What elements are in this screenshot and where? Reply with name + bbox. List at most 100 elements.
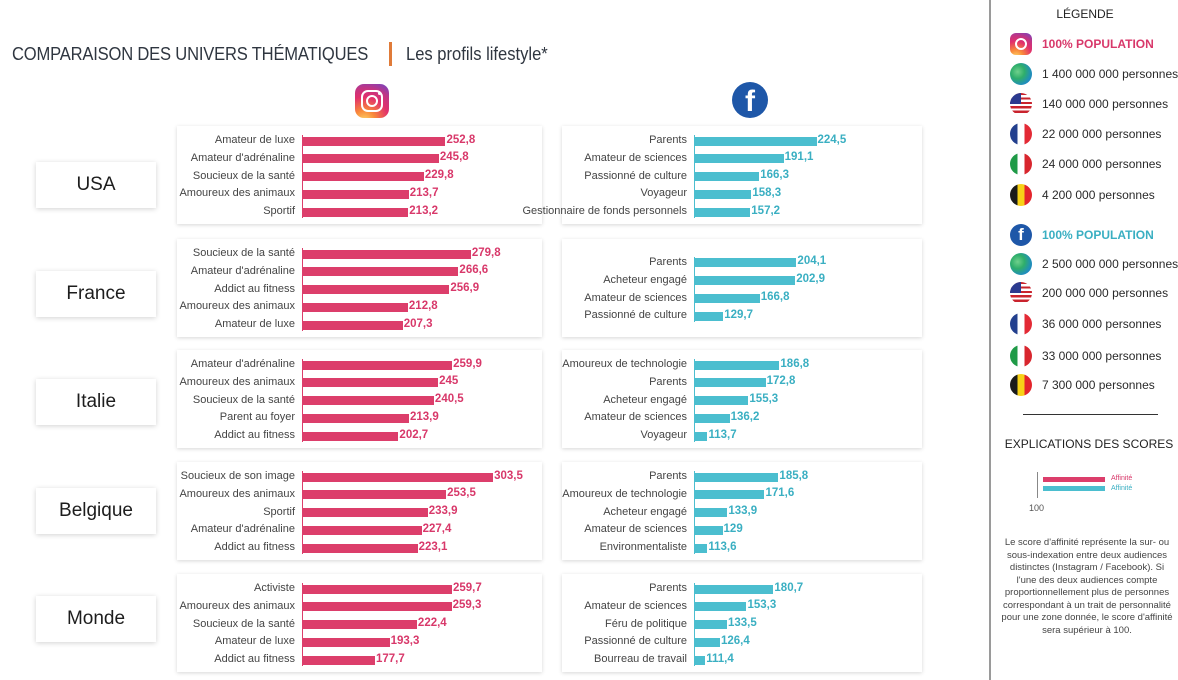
instagram-row-label: Addict au fitness: [214, 429, 295, 442]
facebook-value-label: 166,8: [760, 291, 790, 303]
facebook-bar: [694, 472, 779, 482]
legend-item: 100% POPULATION: [1010, 32, 1154, 56]
facebook-value-label: 133,9: [728, 505, 758, 518]
instagram-row-label: Soucieux de la santé: [192, 247, 295, 259]
facebook-value-label: 166,3: [760, 169, 790, 182]
facebook-value-label: 224,5: [817, 133, 847, 146]
instagram-bar: [302, 525, 422, 535]
facebook-value-label: 113,6: [708, 540, 737, 553]
instagram-bar: [302, 136, 446, 146]
facebook-row-label: Acheteur engagé: [603, 505, 687, 518]
flag-fr-icon: [1010, 123, 1032, 145]
page-title: COMPARAISON DES UNIVERS THÉMATIQUES: [12, 43, 369, 64]
instagram-row-label: Amateur de luxe: [214, 134, 295, 146]
score-label-facebook: Affinité: [1111, 485, 1133, 492]
facebook-row-label: Amateur de sciences: [584, 523, 687, 536]
facebook-row-label: Voyageur: [640, 187, 687, 200]
facebook-baseline: [694, 256, 695, 323]
facebook-row-label: Passionné de culture: [584, 635, 687, 648]
instagram-row-label: Sportif: [263, 205, 295, 218]
facebook-value-label: 111,4: [706, 652, 734, 665]
instagram-row-label: Amateur d'adrénaline: [190, 523, 295, 536]
facebook-value-label: 153,3: [747, 599, 777, 612]
facebook-row-label: Amoureux de technologie: [562, 487, 687, 500]
facebook-bar: [694, 360, 780, 370]
facebook-value-label: 186,8: [780, 357, 810, 370]
legend-item: 2 500 000 000 personnes: [1010, 252, 1178, 276]
score-axis-value: 100: [1029, 503, 1045, 513]
instagram-value-label: 266,6: [459, 264, 489, 277]
instagram-icon: [1010, 33, 1032, 55]
legend-item-text: 22 000 000 personnes: [1042, 127, 1162, 141]
facebook-row-label: Amoureux de technologie: [562, 358, 687, 370]
instagram-bar: [302, 431, 399, 441]
facebook-bar: [694, 637, 720, 647]
legend-item-text: 200 000 000 personnes: [1042, 286, 1169, 300]
flag-it-icon: [1010, 153, 1032, 175]
instagram-value-label: 240,5: [434, 393, 464, 406]
instagram-bar: [302, 285, 450, 295]
instagram-value-label: 207,3: [403, 317, 433, 330]
facebook-panel: [562, 239, 922, 337]
instagram-value-label: 227,4: [422, 522, 452, 535]
instagram-row-label: Parent au foyer: [219, 411, 295, 424]
facebook-row-label: Amateur de sciences: [584, 151, 687, 164]
facebook-row-label: Acheteur engagé: [603, 393, 687, 406]
instagram-bar: [302, 620, 417, 630]
instagram-bar: [302, 320, 403, 330]
instagram-row-label: Amoureux des animaux: [179, 599, 295, 612]
facebook-value-label: 157,2: [751, 204, 781, 217]
sidebar-divider: [989, 0, 991, 680]
facebook-value-label: 180,7: [774, 581, 804, 594]
instagram-bar: [302, 602, 452, 612]
instagram-value-label: 259,9: [453, 357, 482, 370]
score-bar-instagram: [1043, 477, 1105, 482]
facebook-value-label: 158,3: [752, 186, 782, 199]
facebook-bar: [694, 525, 723, 535]
facebook-bar: [694, 490, 765, 500]
facebook-row-label: Bourreau de travail: [594, 653, 687, 666]
instagram-value-label: 202,7: [399, 428, 429, 441]
instagram-row-label: Amateur d'adrénaline: [190, 264, 295, 277]
flag-be-icon: [1010, 374, 1032, 396]
facebook-row-label: Parents: [649, 470, 687, 482]
score-baseline: [1037, 472, 1038, 498]
facebook-bar: [694, 294, 760, 303]
instagram-row-label: Soucieux de la santé: [192, 393, 295, 406]
facebook-row-label: Amateur de sciences: [584, 599, 687, 612]
instagram-icon: [355, 84, 389, 118]
instagram-row-label: Soucieux de la santé: [192, 617, 295, 630]
facebook-row-label: Parents: [649, 134, 687, 146]
instagram-row-label: Soucieux de la santé: [192, 169, 295, 182]
instagram-value-label: 253,5: [447, 487, 476, 500]
instagram-bar: [302, 490, 447, 500]
instagram-row-label: Amateur d'adrénaline: [190, 358, 295, 370]
instagram-value-label: 256,9: [450, 282, 480, 295]
facebook-row-label: Amateur de sciences: [584, 291, 687, 304]
legend-item: 1 400 000 000 personnes: [1010, 62, 1178, 86]
flag-be-icon: [1010, 184, 1032, 206]
instagram-value-label: 222,4: [417, 617, 447, 630]
country-label: Italie: [36, 379, 156, 425]
globe-icon: [1010, 253, 1032, 275]
legend-item-text: 140 000 000 personnes: [1042, 97, 1169, 111]
legend-item: 100% POPULATION: [1010, 223, 1154, 247]
legend-item-text: 33 000 000 personnes: [1042, 349, 1162, 363]
instagram-value-label: 245: [439, 375, 459, 388]
country-label: USA: [36, 162, 156, 208]
legend-item-text: 4 200 000 personnes: [1042, 188, 1155, 202]
facebook-row-label: Amateur de sciences: [584, 411, 687, 424]
facebook-row-label: Voyageur: [640, 429, 687, 442]
facebook-bar: [694, 396, 749, 406]
facebook-icon: [1010, 224, 1032, 246]
facebook-row-label: Parents: [649, 582, 687, 594]
legend-separator: [1023, 414, 1158, 415]
facebook-bar: [694, 378, 766, 388]
instagram-value-label: 223,1: [418, 540, 448, 553]
instagram-value-label: 233,9: [428, 505, 458, 518]
facebook-value-label: 129: [723, 522, 743, 535]
country-label: Monde: [36, 596, 156, 642]
facebook-row-label: Environmentaliste: [599, 541, 687, 554]
country-label: France: [36, 271, 156, 317]
instagram-row-label: Addict au fitness: [214, 541, 295, 554]
